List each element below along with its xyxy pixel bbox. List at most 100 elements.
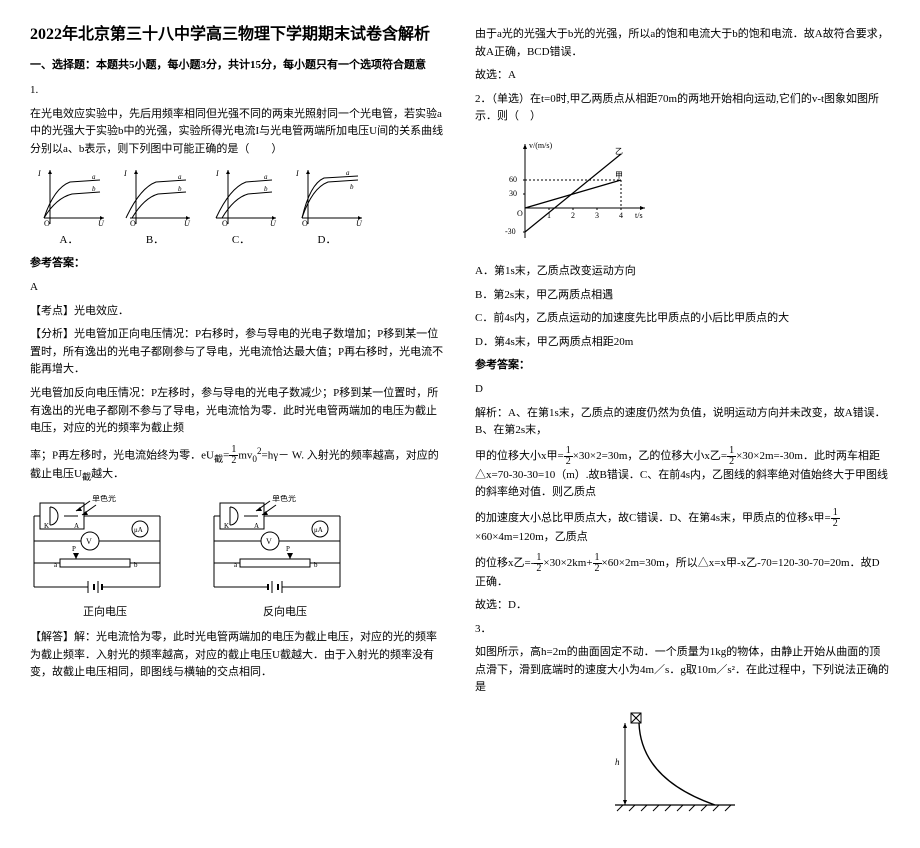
svg-text:a: a <box>264 173 268 181</box>
svg-text:μA: μA <box>314 526 323 534</box>
svg-text:-30: -30 <box>505 227 516 236</box>
iu-graph-d: I U O a b <box>288 166 366 228</box>
svg-text:I: I <box>123 169 127 178</box>
q2-jx1: 解析：A、在第1s末，乙质点的速度仍然为负值，说明运动方向并未改变，故A错误．B… <box>475 405 890 440</box>
slope-figure: h <box>615 709 735 819</box>
q1-fenxi2: 光电管加反向电压情况：P左移时，参与导电的光电子数减少；P移到某一位置时，所有逸… <box>30 385 445 438</box>
q1-ans: A <box>30 279 445 297</box>
frac-icon: 12 <box>727 446 736 467</box>
q2-ans-label: 参考答案： <box>475 357 890 375</box>
q2-optD: D．第4s末，甲乙两质点相距20m <box>475 334 890 352</box>
q2-jx2: 甲的位移大小x甲=12×30×2=30m，乙的位移大小x乙=12×30×2m=-… <box>475 446 890 502</box>
q3-text: 如图所示，高h=2m的曲面固定不动．一个质量为1kg的物体，由静止开始从曲面的顶… <box>475 644 890 697</box>
svg-text:O: O <box>517 209 523 218</box>
q1-right-text2: 故选：A <box>475 67 890 85</box>
q1-number: 1. <box>30 82 445 100</box>
left-column: 2022年北京第三十八中学高三物理下学期期末试卷含解析 一、选择题：本题共5小题… <box>30 20 445 828</box>
graph-cell-c: I U O a b C． <box>202 166 280 247</box>
svg-text:单色光: 单色光 <box>92 495 116 503</box>
frac-icon: 12 <box>831 508 840 529</box>
circuit-reverse-svg: K A 单色光 V μA <box>210 495 360 600</box>
option-c-label: C． <box>202 231 280 247</box>
iu-graph-c: I U O a b <box>202 166 280 228</box>
svg-text:a: a <box>54 561 58 569</box>
svg-text:a: a <box>346 169 350 177</box>
svg-text:I: I <box>215 169 219 178</box>
q1-fenxi3: 率；P再左移时，光电流始终为零．eU截=12mv02=hγ－ W. 入射光的频率… <box>30 444 445 485</box>
right-column: 由于a光的光强大于b光的光强，所以a的饱和电流大于b的饱和电流．故A故符合要求，… <box>475 20 890 828</box>
circuit-reverse: K A 单色光 V μA <box>210 495 360 619</box>
frac-icon: 12 <box>593 553 602 574</box>
svg-text:U: U <box>356 219 363 228</box>
svg-text:K: K <box>44 522 49 530</box>
svg-text:U: U <box>184 219 191 228</box>
q2-optC: C．前4s内，乙质点运动的加速度先比甲质点的小后比甲质点的大 <box>475 310 890 328</box>
option-a-label: A． <box>30 231 108 247</box>
svg-text:2: 2 <box>571 211 575 220</box>
svg-text:K: K <box>224 522 229 530</box>
svg-text:a: a <box>234 561 238 569</box>
q2-jx5: 故选：D． <box>475 597 890 615</box>
page-container: 2022年北京第三十八中学高三物理下学期期末试卷含解析 一、选择题：本题共5小题… <box>30 20 890 828</box>
q2-optA: A．第1s末，乙质点改变运动方向 <box>475 263 890 281</box>
svg-text:b: b <box>264 185 268 193</box>
q1-right-text1: 由于a光的光强大于b光的光强，所以a的饱和电流大于b的饱和电流．故A故符合要求，… <box>475 26 890 61</box>
svg-text:60: 60 <box>509 175 517 184</box>
q2-ans: D <box>475 381 890 399</box>
svg-text:4: 4 <box>619 211 623 220</box>
frac-icon: 12 <box>564 446 573 467</box>
svg-text:O: O <box>44 219 50 228</box>
svg-text:P: P <box>286 545 290 553</box>
exam-title: 2022年北京第三十八中学高三物理下学期期末试卷含解析 <box>30 20 445 44</box>
svg-text:b: b <box>134 561 138 569</box>
svg-text:t/s: t/s <box>635 211 643 220</box>
svg-text:v/(m/s): v/(m/s) <box>529 141 552 150</box>
svg-text:P: P <box>72 545 76 553</box>
q3-number: 3． <box>475 621 890 639</box>
svg-text:V: V <box>86 537 92 546</box>
q1-jiedaa: 【解答】解：光电流恰为零，此时光电管两端加的电压为截止电压，对应的光的频率为截止… <box>30 629 445 682</box>
svg-text:b: b <box>92 185 96 193</box>
graph-cell-a: I U O a b A． <box>30 166 108 247</box>
svg-text:a: a <box>178 173 182 181</box>
svg-text:μA: μA <box>134 526 143 534</box>
svg-text:甲: 甲 <box>615 171 623 180</box>
q2-optB: B．第2s末，甲乙两质点相遇 <box>475 287 890 305</box>
svg-text:A: A <box>254 522 259 530</box>
svg-text:I: I <box>295 169 299 178</box>
graph-cell-b: I U O a b B． <box>116 166 194 247</box>
circuit-forward-label: 正向电压 <box>30 603 180 619</box>
svg-text:a: a <box>92 173 96 181</box>
q1-text: 在光电效应实验中，先后用频率相同但光强不同的两束光照射同一个光电管，若实验a中的… <box>30 106 445 159</box>
svg-text:b: b <box>178 185 182 193</box>
svg-text:U: U <box>98 219 105 228</box>
circuit-row: K A 单色光 V <box>30 495 445 619</box>
iu-graph-b: I U O a b <box>116 166 194 228</box>
iu-graph-a: I U O a b <box>30 166 108 228</box>
q2-text: 2．（单选）在t=0时,甲乙两质点从相距70m的两地开始相向运动,它们的v-t图… <box>475 91 890 126</box>
q1-fenxi1: 【分析】光电管加正向电压情况：P右移时，参与导电的光电子数增加；P移到某一位置时… <box>30 326 445 379</box>
svg-text:30: 30 <box>509 189 517 198</box>
svg-text:I: I <box>37 169 41 178</box>
svg-text:b: b <box>314 561 318 569</box>
graph-cell-d: I U O a b D． <box>288 166 366 247</box>
frac-half-icon: 12 <box>229 445 238 466</box>
q1-graph-row: I U O a b A． I U O <box>30 166 445 247</box>
svg-text:U: U <box>270 219 277 228</box>
circuit-reverse-label: 反向电压 <box>210 603 360 619</box>
q2-jx3: 的加速度大小总比甲质点大，故C错误．D、在第4s末，甲质点的位移x甲=12×60… <box>475 508 890 547</box>
circuit-forward: K A 单色光 V <box>30 495 180 619</box>
q1-ans-label: 参考答案： <box>30 255 445 273</box>
svg-text:O: O <box>302 219 308 228</box>
svg-text:乙: 乙 <box>615 147 623 156</box>
svg-text:3: 3 <box>595 211 599 220</box>
q2-jx4: 的位移x乙=-12×30×2km+12×60×2m=30m，所以△x=x甲-x乙… <box>475 553 890 592</box>
q1-kaodian: 【考点】光电效应． <box>30 303 445 321</box>
svg-text:A: A <box>74 522 79 530</box>
svg-text:单色光: 单色光 <box>272 495 296 503</box>
svg-text:O: O <box>222 219 228 228</box>
svg-text:V: V <box>266 537 272 546</box>
option-b-label: B． <box>116 231 194 247</box>
svg-text:h: h <box>615 757 620 767</box>
section-header: 一、选择题：本题共5小题，每小题3分，共计15分，每小题只有一个选项符合题意 <box>30 56 445 72</box>
